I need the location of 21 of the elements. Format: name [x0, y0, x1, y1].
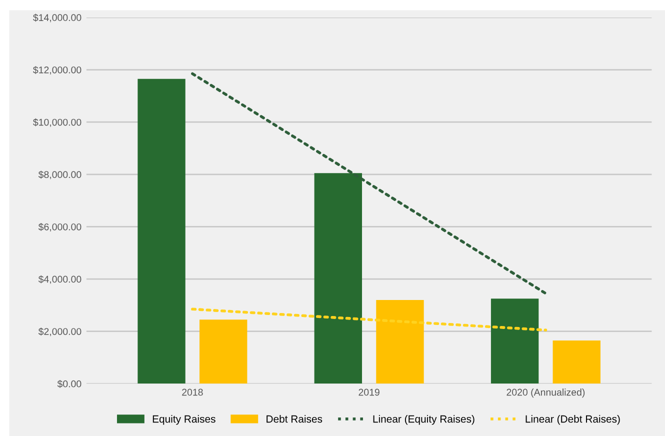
bar — [200, 320, 248, 384]
y-tick-label: $10,000.00 — [33, 118, 82, 127]
legend-label: Equity Raises — [152, 415, 216, 425]
y-tick-label: $0.00 — [57, 380, 82, 388]
y-tick-label: $4,000.00 — [38, 275, 82, 284]
x-tick-label: 2019 — [358, 388, 380, 396]
x-tick-label: 2018 — [182, 388, 203, 396]
legend-label: Linear (Equity Raises) — [373, 415, 474, 425]
y-tick-label: $12,000.00 — [33, 66, 82, 75]
y-tick-label: $6,000.00 — [38, 223, 82, 232]
y-tick-label: $8,000.00 — [38, 170, 82, 180]
bar — [138, 78, 186, 384]
legend-label: Debt Raises — [266, 415, 322, 423]
x-tick-label: 2020 (Annualized) — [506, 388, 585, 398]
bar — [552, 340, 600, 384]
y-tick-label: $2,000.00 — [38, 328, 82, 336]
bar — [376, 300, 424, 384]
bar — [314, 173, 362, 384]
legend-label: Linear (Debt Raises) — [526, 415, 620, 425]
y-tick-label: $14,000.00 — [33, 14, 82, 22]
bar — [490, 298, 539, 384]
